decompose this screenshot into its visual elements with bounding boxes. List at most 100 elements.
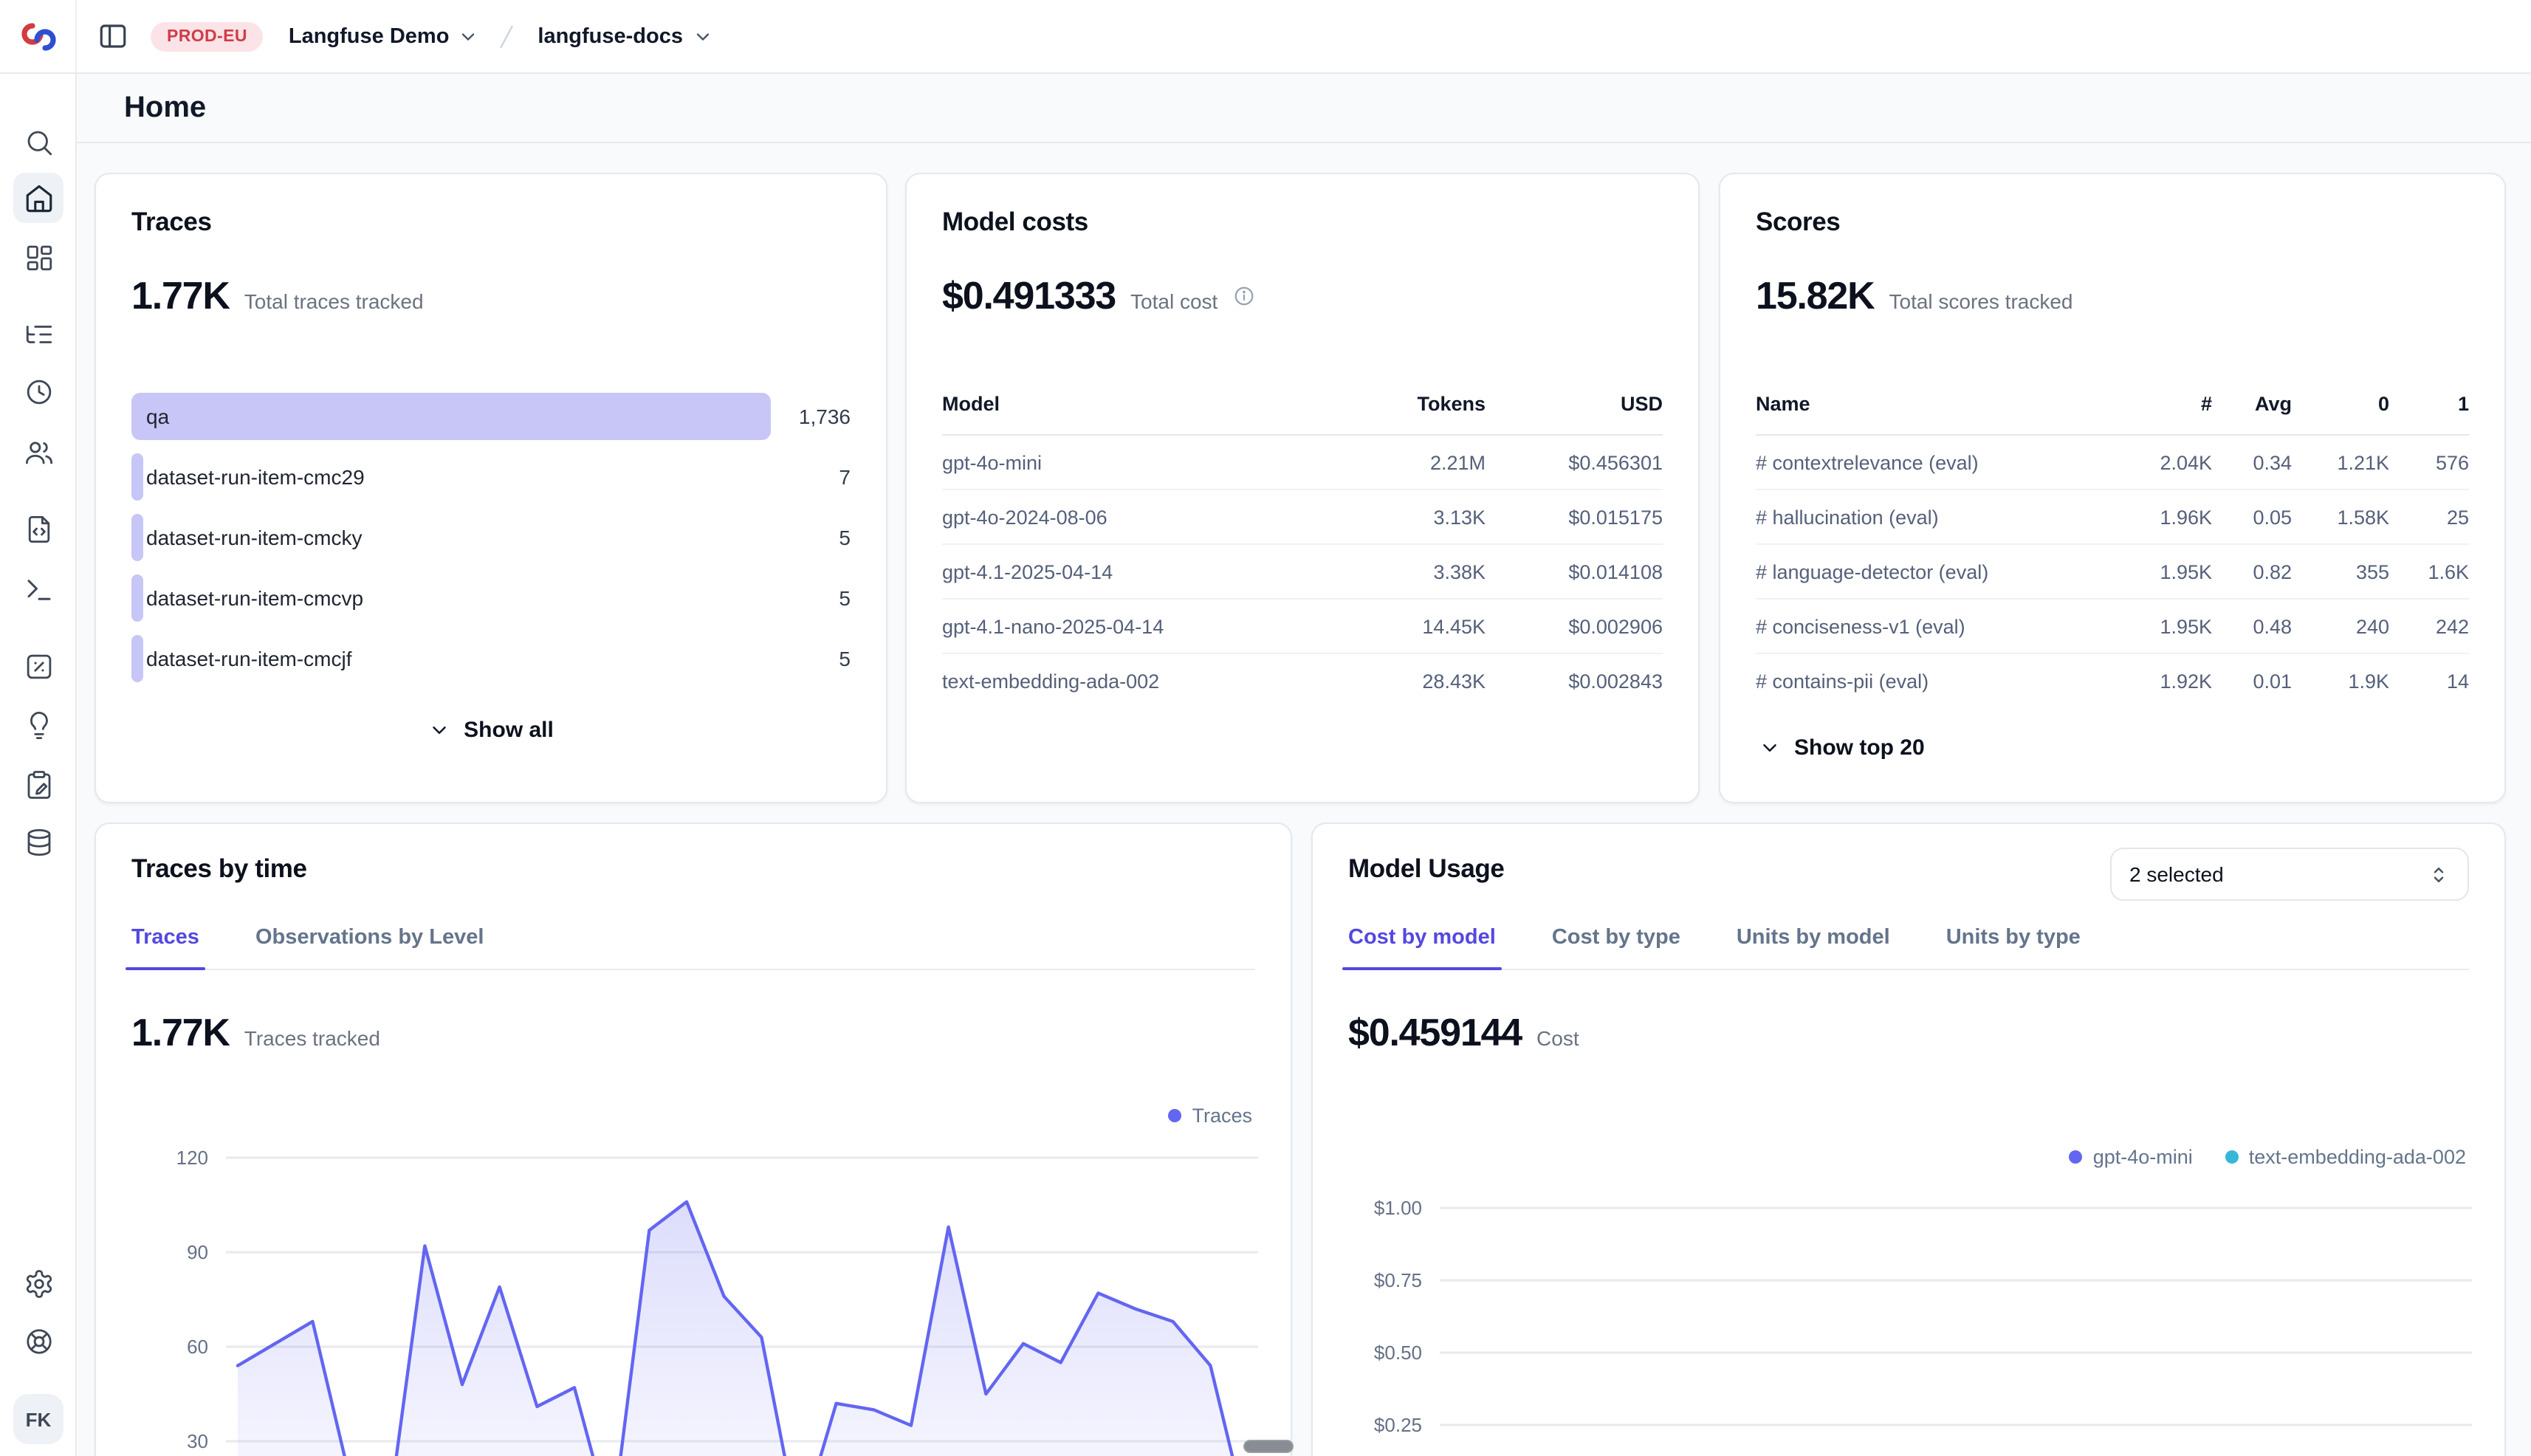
table-cell: # contains-pii (eval) — [1756, 670, 1929, 693]
trace-count: 7 — [839, 465, 851, 489]
trace-bar-row[interactable]: dataset-run-item-cmcvp 5 — [131, 574, 851, 622]
trace-bar — [131, 514, 143, 561]
home-icon — [25, 184, 52, 212]
table-row: gpt-4.1-nano-2025-04-14 14.45K $0.002906 — [942, 600, 1663, 654]
table-cell: gpt-4.1-2025-04-14 — [942, 560, 1113, 583]
model-usage-card: Model Usage 2 selected Cost by model Cost… — [1311, 823, 2506, 1456]
sidebar-toggle-button[interactable] — [97, 21, 128, 52]
sidebar-item-settings[interactable] — [13, 1258, 63, 1308]
sidebar-item-annotation[interactable] — [13, 759, 63, 809]
legend-dot — [2069, 1150, 2083, 1164]
legend-label: Traces — [1192, 1105, 1252, 1127]
trace-bar-row[interactable]: dataset-run-item-cmcjf 5 — [131, 635, 851, 682]
scores-card: Scores 15.82K Total scores tracked Name #… — [1719, 173, 2506, 803]
project-switcher[interactable]: langfuse-docs — [538, 24, 712, 48]
sidebar-item-sessions[interactable] — [13, 366, 63, 416]
trace-bar-row[interactable]: dataset-run-item-cmc29 7 — [131, 453, 851, 501]
table-cell: 3.38K — [1433, 560, 1486, 583]
users-icon — [24, 441, 52, 464]
traces-card: Traces 1.77K Total traces tracked qa 1,73… — [95, 173, 887, 803]
trace-name: qa — [146, 405, 170, 428]
table-row: text-embedding-ada-002 28.43K $0.002843 — [942, 654, 1663, 709]
table-cell: 1.95K — [2160, 560, 2212, 583]
chevrons-up-down-icon — [2434, 867, 2444, 882]
trace-bar — [131, 635, 143, 682]
tab-traces[interactable]: Traces — [126, 926, 205, 970]
table-cell: 14 — [2446, 670, 2469, 693]
model-usage-title: Model Usage — [1348, 854, 1505, 883]
traces-chart-legend: Traces — [1168, 1105, 1252, 1127]
table-cell: # hallucination (eval) — [1756, 506, 1939, 528]
table-cell: 355 — [2355, 560, 2389, 583]
trace-count: 5 — [839, 586, 851, 610]
table-cell: gpt-4o-2024-08-06 — [942, 506, 1107, 528]
table-cell: 242 — [2435, 615, 2469, 637]
main-content: Home Traces 1.77K Total traces tracked q… — [77, 74, 2531, 1456]
trace-bar-row[interactable]: dataset-run-item-cmcky 5 — [131, 514, 851, 561]
svg-text:60: 60 — [187, 1336, 208, 1358]
tab-units-by-model[interactable]: Units by model — [1736, 926, 1890, 950]
traces-by-time-metric: 1.77K — [131, 1010, 230, 1054]
traces-metric-label: Total traces tracked — [244, 289, 424, 313]
page-title: Home — [124, 91, 207, 123]
sidebar-item-prompts[interactable] — [13, 504, 63, 554]
sidebar-item-tracing[interactable] — [13, 309, 63, 359]
avatar[interactable]: FK — [13, 1394, 63, 1444]
sidebar-item-support[interactable] — [13, 1316, 63, 1366]
column-header: Avg — [2254, 393, 2292, 415]
svg-text:120: 120 — [176, 1147, 208, 1169]
sidebar-item-datasets[interactable] — [13, 817, 63, 867]
table-cell: 14.45K — [1422, 615, 1486, 637]
legend-label: gpt-4o-mini — [2092, 1146, 2193, 1168]
table-row: # contextrelevance (eval) 2.04K 0.34 1.21K 5… — [1756, 436, 2469, 490]
model-usage-tabs: Cost by model Cost by type Units by model U… — [1342, 926, 2469, 970]
model-costs-table-body: gpt-4o-mini 2.21M $0.456301 gpt-4o-2024-08-… — [942, 436, 1663, 709]
table-cell: 0.34 — [2253, 451, 2292, 473]
table-row: gpt-4.1-2025-04-14 3.38K $0.014108 — [942, 545, 1663, 600]
table-cell: $0.014108 — [1568, 560, 1663, 583]
tab-cost-by-model[interactable]: Cost by model — [1342, 926, 1502, 970]
show-top-20-button[interactable]: Show top 20 — [1759, 735, 2469, 760]
table-cell: 1.92K — [2160, 670, 2212, 693]
scores-metric: 15.82K — [1756, 273, 1875, 317]
legend-item: gpt-4o-mini — [2069, 1146, 2193, 1168]
table-cell: gpt-4o-mini — [942, 451, 1043, 473]
info-icon[interactable] — [1232, 285, 1254, 307]
langfuse-logo[interactable] — [0, 0, 77, 72]
trace-count: 5 — [839, 526, 851, 549]
model-costs-table-header: Model Tokens USD — [942, 393, 1663, 436]
sidebar-item-suggestions[interactable] — [13, 700, 63, 750]
scores-metric-label: Total scores tracked — [1889, 289, 2073, 313]
panel-left-icon — [100, 24, 126, 48]
sidebar-item-home[interactable] — [13, 173, 63, 223]
table-row: # conciseness-v1 (eval) 1.95K 0.48 240 242 — [1756, 600, 2469, 654]
horizontal-scrollbar-thumb[interactable] — [1243, 1440, 1294, 1453]
lifebuoy-icon — [26, 1328, 51, 1353]
traces-by-time-tabs: Traces Observations by Level — [126, 926, 1255, 970]
sidebar-item-search[interactable] — [13, 117, 63, 167]
column-header: Model — [942, 393, 1000, 415]
table-cell: 576 — [2435, 451, 2469, 473]
table-cell: # contextrelevance (eval) — [1756, 451, 1979, 473]
terminal-icon — [27, 579, 50, 600]
tab-cost-by-type[interactable]: Cost by type — [1551, 926, 1680, 950]
table-cell: gpt-4.1-nano-2025-04-14 — [942, 615, 1164, 637]
table-cell: 25 — [2446, 506, 2469, 528]
table-cell: 3.13K — [1433, 506, 1486, 528]
sidebar-item-evaluation[interactable] — [13, 641, 63, 691]
scores-table-header: Name # Avg 0 1 — [1756, 393, 2469, 436]
sidebar-item-dashboards[interactable] — [13, 232, 63, 282]
sidebar-item-playground[interactable] — [13, 564, 63, 614]
model-costs-metric: $0.491333 — [942, 273, 1116, 317]
svg-text:$0.25: $0.25 — [1374, 1414, 1422, 1436]
organization-switcher[interactable]: Langfuse Demo — [289, 24, 479, 48]
show-all-button[interactable]: Show all — [131, 718, 851, 743]
tab-observations-by-level[interactable]: Observations by Level — [255, 926, 484, 950]
tab-units-by-type[interactable]: Units by type — [1946, 926, 2081, 950]
model-select[interactable]: 2 selected — [2110, 848, 2469, 901]
trace-bar-row[interactable]: qa 1,736 — [131, 393, 851, 440]
table-cell: 0.05 — [2253, 506, 2292, 528]
table-cell: $0.002906 — [1568, 615, 1663, 637]
sidebar-item-users[interactable] — [13, 427, 63, 477]
svg-text:$1.00: $1.00 — [1374, 1197, 1422, 1219]
